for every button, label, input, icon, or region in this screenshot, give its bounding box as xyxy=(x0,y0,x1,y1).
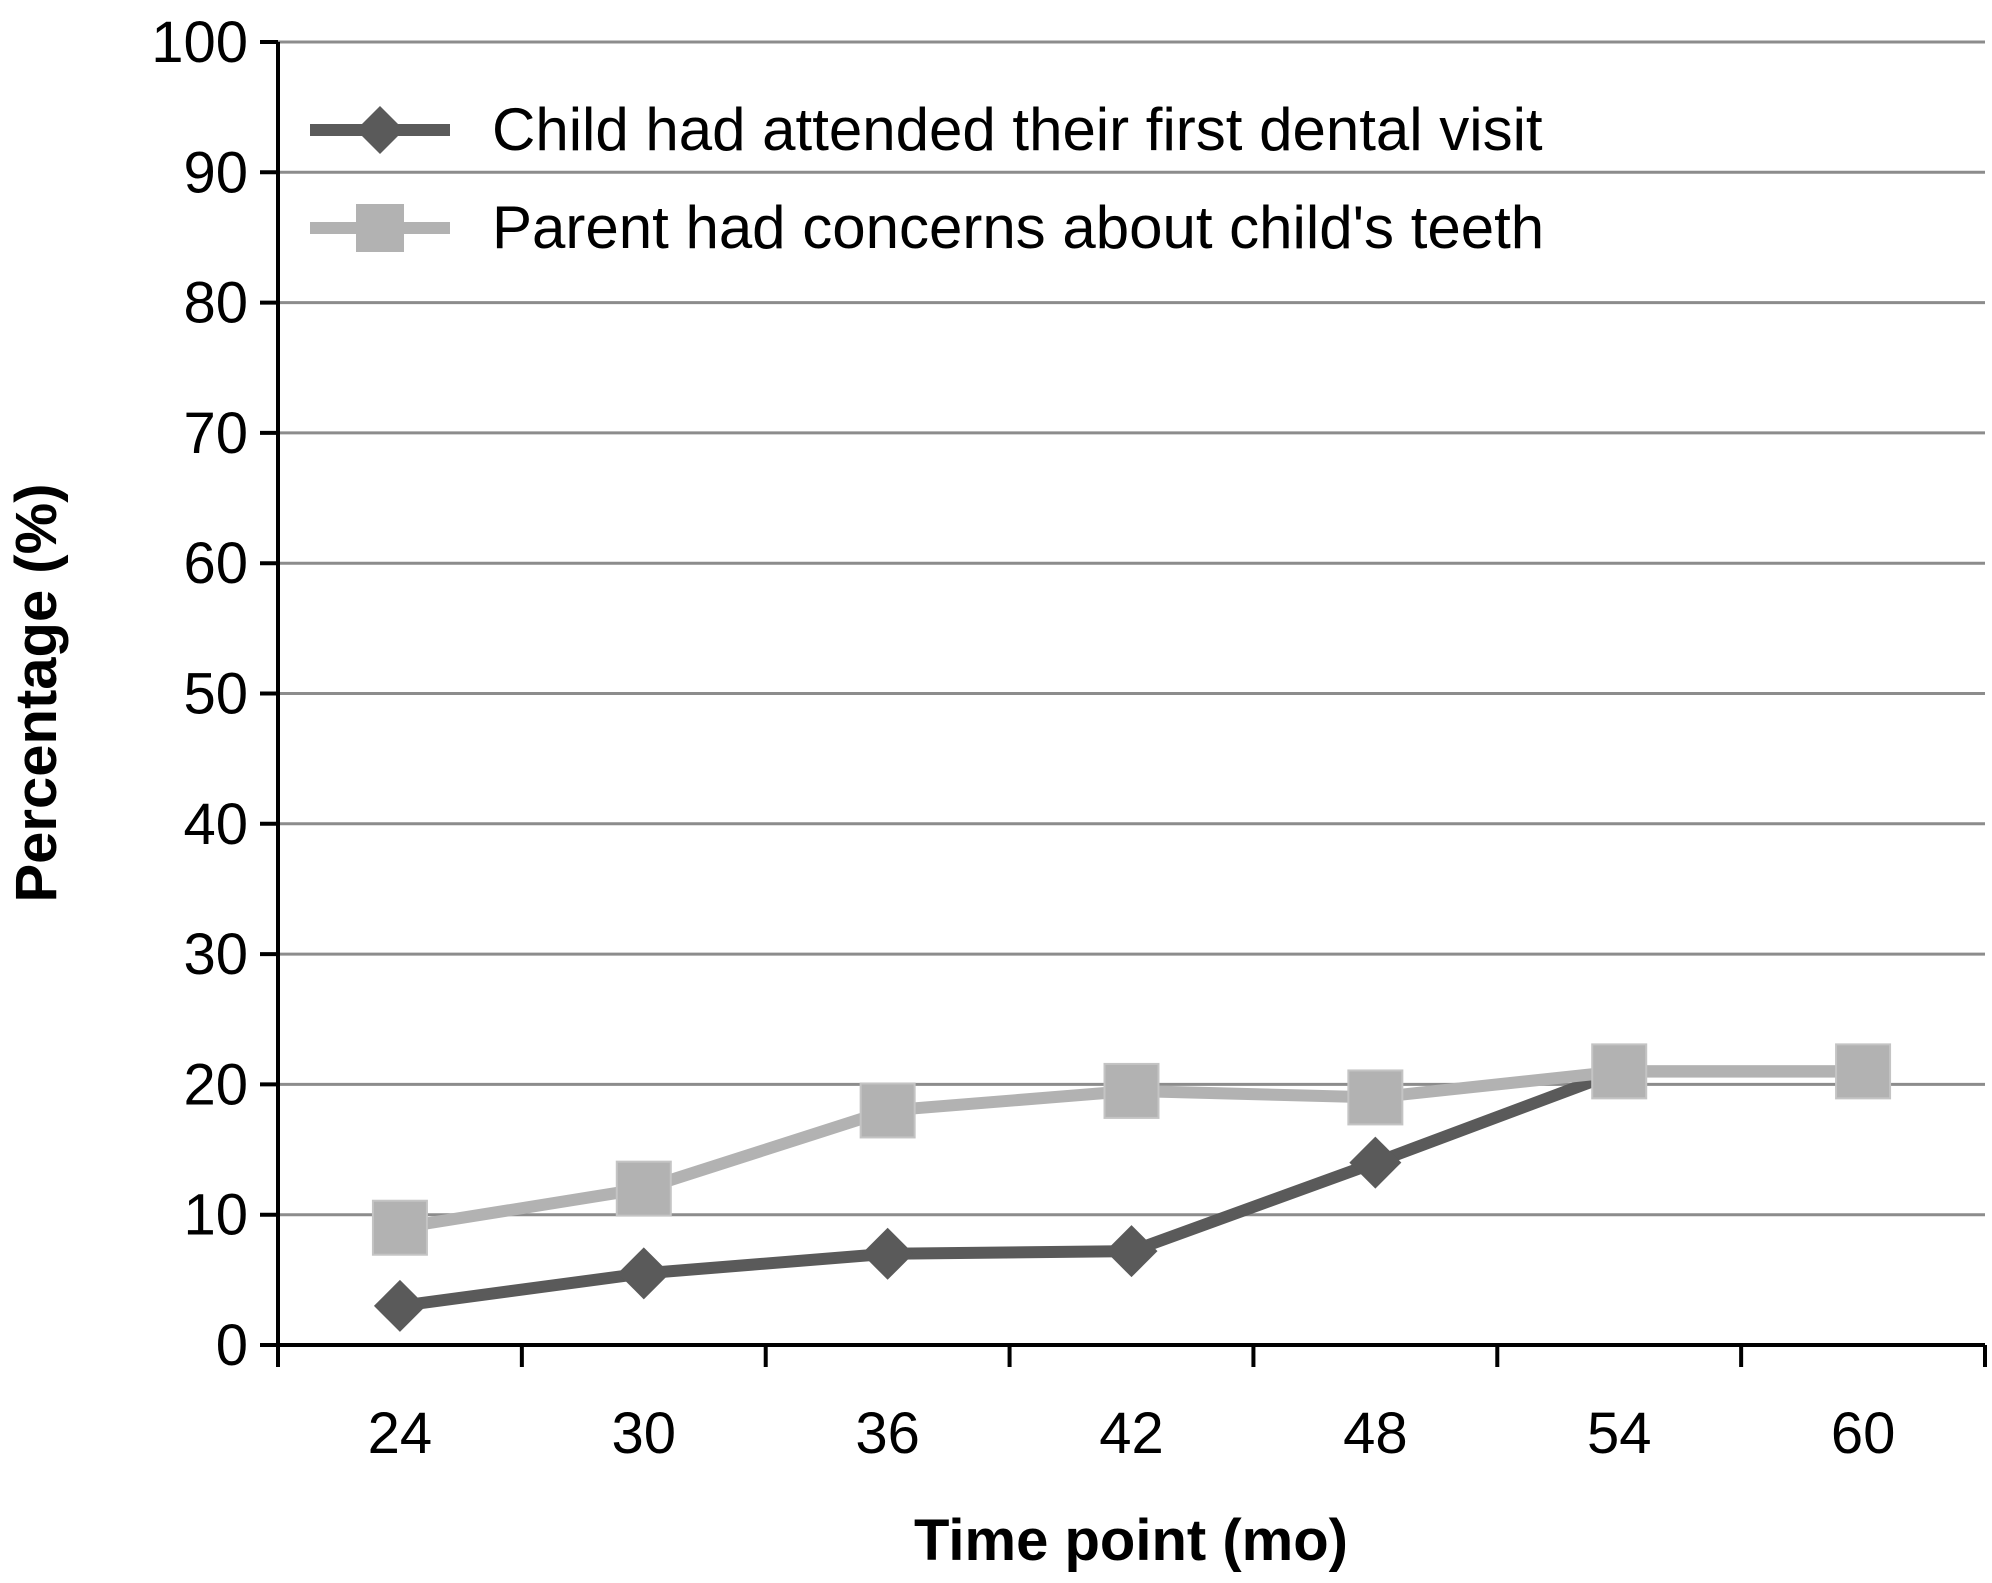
data-point-square xyxy=(1103,1062,1160,1119)
legend-marker-square xyxy=(356,204,404,252)
data-point-diamond xyxy=(373,1279,426,1332)
legend: Child had attended their first dental vi… xyxy=(310,96,1544,261)
data-point-square xyxy=(859,1082,916,1139)
y-tick-label: 10 xyxy=(183,1183,248,1248)
data-point-square xyxy=(615,1160,672,1217)
x-tick-label: 24 xyxy=(368,1401,433,1466)
y-tick-label: 90 xyxy=(183,140,248,205)
data-point-square xyxy=(1591,1043,1648,1100)
x-tick-label: 36 xyxy=(855,1401,920,1466)
data-point-square xyxy=(371,1199,428,1256)
y-tick-label: 40 xyxy=(183,792,248,857)
x-tick-label: 60 xyxy=(1831,1401,1896,1466)
data-point-square xyxy=(1347,1069,1404,1126)
x-ticks: 24 30 36 42 48 54 60 xyxy=(276,1345,1987,1466)
data-point-diamond xyxy=(617,1247,670,1300)
legend-item-attended: Child had attended their first dental vi… xyxy=(310,96,1543,163)
y-ticks: 0 10 20 30 40 50 60 70 80 90 100 xyxy=(151,10,278,1378)
y-tick-label: 0 xyxy=(216,1313,248,1378)
x-axis-title: Time point (mo) xyxy=(914,1508,1348,1573)
data-point-diamond xyxy=(1105,1225,1158,1278)
data-point-square xyxy=(1835,1043,1892,1100)
y-tick-label: 80 xyxy=(183,271,248,336)
data-point-diamond xyxy=(1349,1136,1402,1189)
x-tick-label: 30 xyxy=(612,1401,677,1466)
y-tick-label: 100 xyxy=(151,10,248,75)
legend-marker-diamond xyxy=(356,106,404,154)
data-point-diamond xyxy=(861,1227,914,1280)
y-axis-title: Percentage (%) xyxy=(4,483,69,902)
legend-label-attended: Child had attended their first dental vi… xyxy=(492,96,1543,163)
series-markers xyxy=(371,1043,1892,1332)
legend-item-concerns: Parent had concerns about child's teeth xyxy=(310,194,1544,261)
y-tick-label: 50 xyxy=(183,662,248,727)
x-tick-label: 48 xyxy=(1343,1401,1408,1466)
legend-label-concerns: Parent had concerns about child's teeth xyxy=(492,194,1544,261)
gridlines xyxy=(278,40,1985,1217)
y-tick-label: 30 xyxy=(183,922,248,987)
y-tick-label: 70 xyxy=(183,401,248,466)
x-tick-label: 42 xyxy=(1099,1401,1164,1466)
y-tick-label: 60 xyxy=(183,531,248,596)
x-tick-label: 54 xyxy=(1587,1401,1652,1466)
y-tick-label: 20 xyxy=(183,1052,248,1117)
